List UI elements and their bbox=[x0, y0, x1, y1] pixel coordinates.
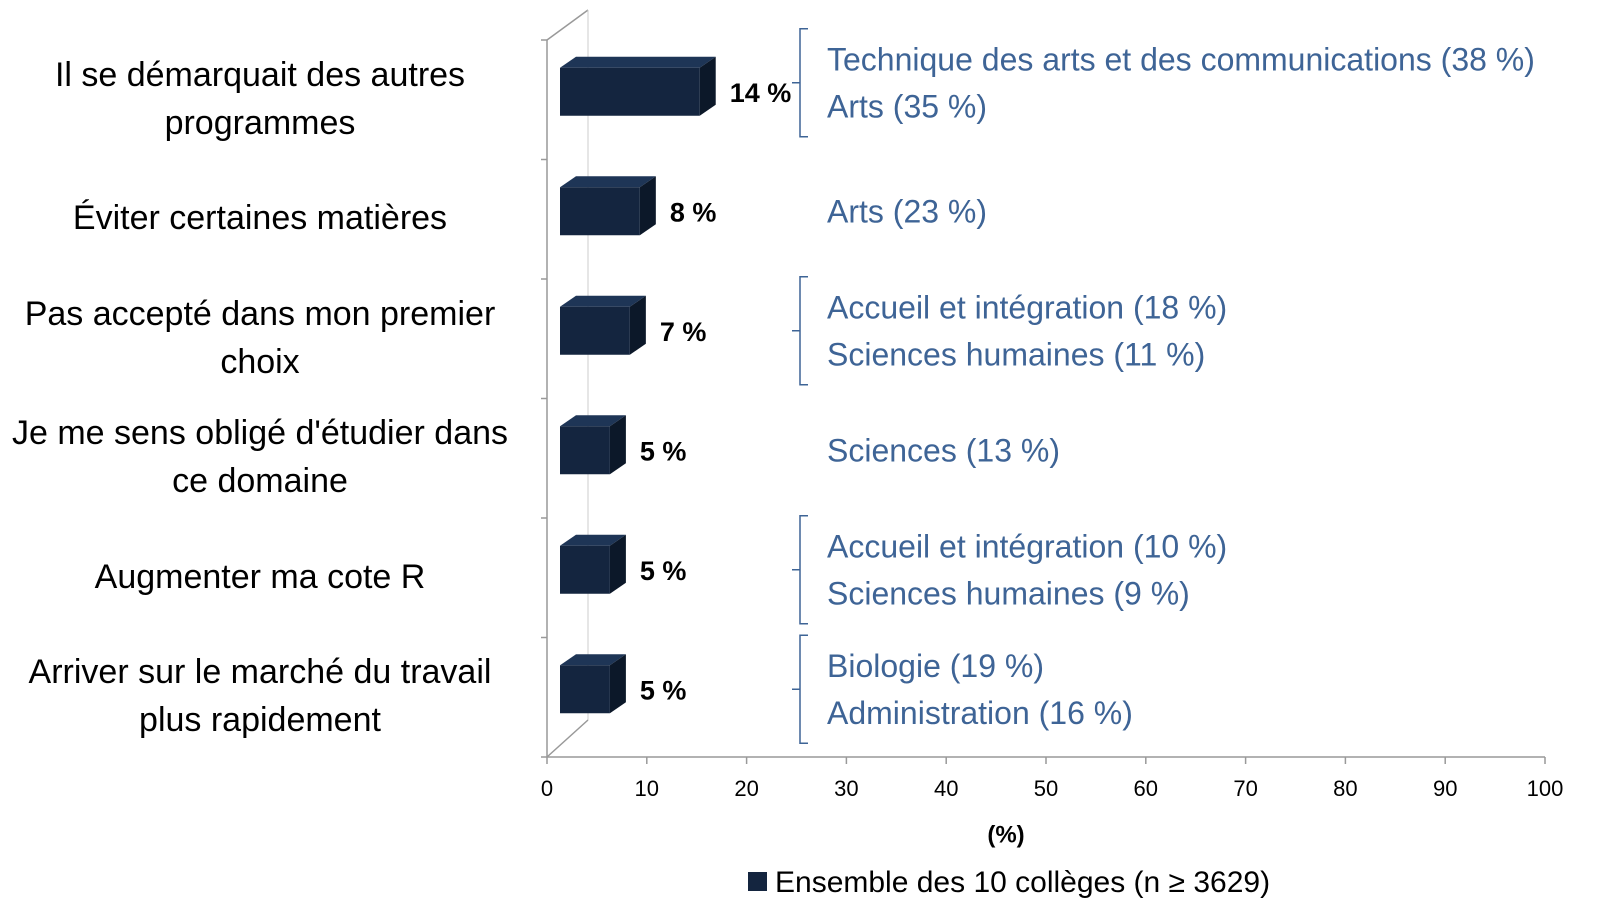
bar-side bbox=[629, 295, 646, 355]
bar-top bbox=[560, 176, 656, 188]
bar bbox=[560, 654, 626, 714]
bar-top bbox=[560, 415, 626, 427]
bar-side bbox=[699, 56, 716, 116]
bar-front bbox=[560, 545, 610, 594]
category-label: Pas accepté dans mon premier choix bbox=[24, 294, 496, 381]
bar-top bbox=[560, 56, 716, 68]
bar-front bbox=[560, 665, 610, 714]
annotation: Technique des arts et des communications… bbox=[827, 42, 1535, 78]
category-label: Il se démarquait des autres programmes bbox=[54, 55, 466, 142]
bar-front bbox=[560, 67, 700, 116]
value-label: 14 % bbox=[730, 78, 792, 108]
value-label: 5 % bbox=[640, 556, 687, 586]
bar-front bbox=[560, 426, 610, 475]
annotation: Accueil et intégration (10 %) bbox=[827, 529, 1227, 565]
annotation: Accueil et intégration (18 %) bbox=[827, 290, 1227, 326]
bar-side bbox=[639, 176, 656, 236]
x-tick-label: 70 bbox=[1233, 776, 1257, 801]
x-tick-label: 80 bbox=[1333, 776, 1357, 801]
category-label: Augmenter ma cote R bbox=[94, 557, 426, 596]
bar-top bbox=[560, 295, 646, 307]
bar-top bbox=[560, 534, 626, 546]
bracket bbox=[792, 28, 808, 138]
x-axis-label: (%) bbox=[987, 821, 1024, 848]
bar bbox=[560, 56, 716, 116]
x-tick-label: 0 bbox=[541, 776, 553, 801]
value-label: 5 % bbox=[640, 436, 687, 466]
annotation: Sciences (13 %) bbox=[827, 433, 1060, 469]
bar bbox=[560, 295, 646, 355]
x-tick-label: 50 bbox=[1034, 776, 1058, 801]
bar-front bbox=[560, 306, 630, 355]
annotation: Administration (16 %) bbox=[827, 695, 1133, 731]
x-tick-label: 20 bbox=[734, 776, 758, 801]
legend-swatch bbox=[748, 872, 767, 891]
x-tick-label: 10 bbox=[635, 776, 659, 801]
bar bbox=[560, 415, 626, 475]
x-tick-label: 60 bbox=[1134, 776, 1158, 801]
bar-front bbox=[560, 187, 640, 236]
category-label: Je me sens obligé d'étudier dans ce doma… bbox=[11, 414, 509, 501]
annotation: Arts (35 %) bbox=[827, 89, 987, 125]
value-label: 7 % bbox=[660, 317, 707, 347]
bracket bbox=[792, 634, 808, 744]
annotation: Biologie (19 %) bbox=[827, 648, 1044, 684]
bracket bbox=[792, 276, 808, 386]
x-tick-label: 100 bbox=[1527, 776, 1564, 801]
value-label: 5 % bbox=[640, 675, 687, 705]
wall-edge bbox=[546, 719, 589, 758]
x-tick-label: 30 bbox=[834, 776, 858, 801]
legend-label: Ensemble des 10 collèges (n ≥ 3629) bbox=[775, 866, 1270, 899]
bar-top bbox=[560, 654, 626, 666]
bar-side bbox=[609, 654, 626, 714]
bracket bbox=[792, 515, 808, 625]
value-label: 8 % bbox=[670, 197, 717, 227]
bar bbox=[560, 534, 626, 594]
x-tick-label: 90 bbox=[1433, 776, 1457, 801]
category-label: Éviter certaines matières bbox=[72, 199, 448, 238]
annotation: Sciences humaines (11 %) bbox=[827, 337, 1205, 373]
bar-side bbox=[609, 534, 626, 594]
bar-side bbox=[609, 415, 626, 475]
bar bbox=[560, 176, 656, 236]
category-label: Arriver sur le marché du travail plus ra… bbox=[28, 653, 492, 740]
x-tick-label: 40 bbox=[934, 776, 958, 801]
annotation: Sciences humaines (9 %) bbox=[827, 576, 1190, 612]
annotation: Arts (23 %) bbox=[827, 194, 987, 230]
wall-edge bbox=[546, 9, 589, 41]
